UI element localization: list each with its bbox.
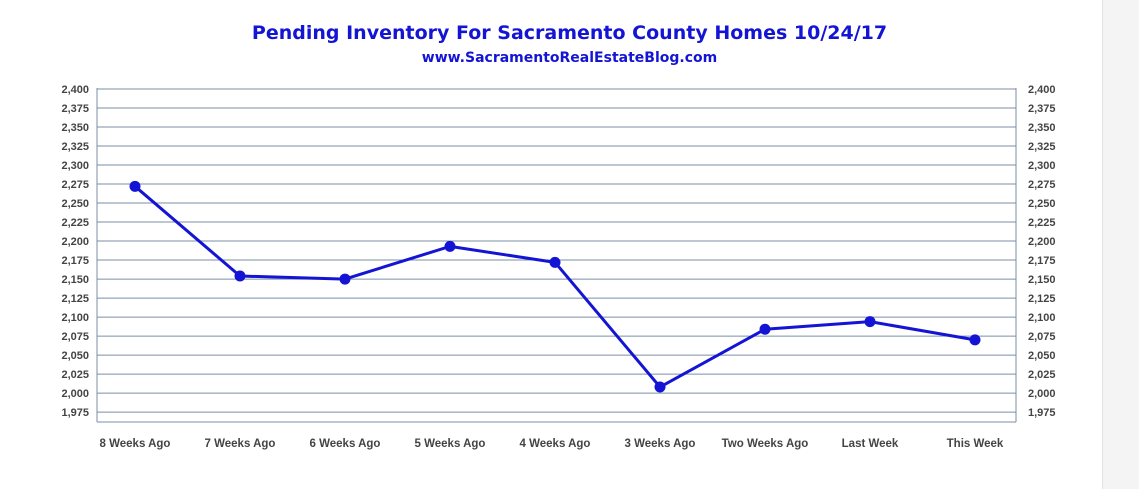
y-tick-label-right: 2,075 — [1028, 331, 1056, 343]
x-tick-label: This Week — [947, 438, 1004, 450]
y-tick-label-right: 2,150 — [1028, 274, 1056, 286]
y-tick-label-right: 2,050 — [1028, 350, 1056, 362]
y-tick-label-left: 2,000 — [61, 388, 89, 400]
y-tick-label-left: 2,350 — [61, 122, 89, 134]
y-tick-label-left: 2,275 — [61, 179, 89, 191]
data-point — [969, 334, 981, 346]
x-tick-label: 4 Weeks Ago — [520, 438, 591, 450]
y-tick-label-left: 2,175 — [61, 255, 89, 267]
grid-lines — [96, 88, 1017, 423]
y-tick-label-left: 2,200 — [61, 236, 89, 248]
data-point — [549, 256, 561, 268]
y-tick-label-left: 2,125 — [61, 293, 89, 305]
y-tick-label-right: 2,375 — [1028, 103, 1056, 115]
y-tick-label-left: 2,400 — [61, 84, 89, 96]
y-tick-label-right: 2,100 — [1028, 312, 1056, 324]
y-tick-label-left: 2,250 — [61, 198, 89, 210]
x-tick-label: 8 Weeks Ago — [100, 438, 171, 450]
x-tick-label: Last Week — [842, 438, 899, 450]
x-axis-categories: 8 Weeks Ago 7 Weeks Ago 6 Weeks Ago 5 Weeks… — [100, 438, 1004, 450]
chart-subtitle: www.SacramentoRealEstateBlog.com — [421, 50, 718, 66]
x-tick-label: 7 Weeks Ago — [205, 438, 276, 450]
y-tick-label-right: 2,175 — [1028, 255, 1056, 267]
y-tick-label-right: 2,350 — [1028, 122, 1056, 134]
data-point — [864, 316, 876, 328]
y-tick-label-left: 2,050 — [61, 350, 89, 362]
y-tick-label-right: 2,250 — [1028, 198, 1056, 210]
data-point — [654, 381, 666, 393]
y-tick-label-left: 2,025 — [61, 369, 89, 381]
series-pending-inventory — [129, 180, 981, 393]
data-point — [339, 273, 351, 285]
y-axis-right: 2,400 2,375 2,350 2,325 2,300 2,275 2,250 2,225… — [1028, 84, 1056, 419]
y-tick-label-left: 2,075 — [61, 331, 89, 343]
y-tick-label-left: 1,975 — [61, 407, 89, 419]
y-tick-label-right: 2,025 — [1028, 369, 1056, 381]
y-tick-label-right: 1,975 — [1028, 407, 1056, 419]
data-point — [444, 240, 456, 252]
right-edge-panel — [1102, 0, 1139, 489]
y-tick-label-right: 2,200 — [1028, 236, 1056, 248]
y-tick-label-right: 2,325 — [1028, 141, 1056, 153]
data-point — [129, 180, 141, 192]
y-tick-label-right: 2,275 — [1028, 179, 1056, 191]
data-point — [234, 270, 246, 282]
chart-title: Pending Inventory For Sacramento County … — [251, 22, 888, 44]
x-tick-label: Two Weeks Ago — [722, 438, 809, 450]
y-tick-label-right: 2,300 — [1028, 160, 1056, 172]
series-line — [134, 185, 976, 389]
y-tick-label-left: 2,375 — [61, 103, 89, 115]
y-tick-label-left: 2,150 — [61, 274, 89, 286]
y-tick-label-right: 2,000 — [1028, 388, 1056, 400]
y-tick-label-left: 2,325 — [61, 141, 89, 153]
x-tick-label: 3 Weeks Ago — [625, 438, 696, 450]
y-axis-left: 2,400 2,375 2,350 2,325 2,300 2,275 2,250 2,225… — [61, 84, 89, 419]
data-point — [759, 323, 771, 335]
y-tick-label-right: 2,400 — [1028, 84, 1056, 96]
y-tick-label-right: 2,225 — [1028, 217, 1056, 229]
y-tick-label-left: 2,225 — [61, 217, 89, 229]
y-tick-label-left: 2,100 — [61, 312, 89, 324]
y-tick-label-right: 2,125 — [1028, 293, 1056, 305]
y-tick-label-left: 2,300 — [61, 160, 89, 172]
x-tick-label: 5 Weeks Ago — [415, 438, 486, 450]
x-tick-label: 6 Weeks Ago — [310, 438, 381, 450]
